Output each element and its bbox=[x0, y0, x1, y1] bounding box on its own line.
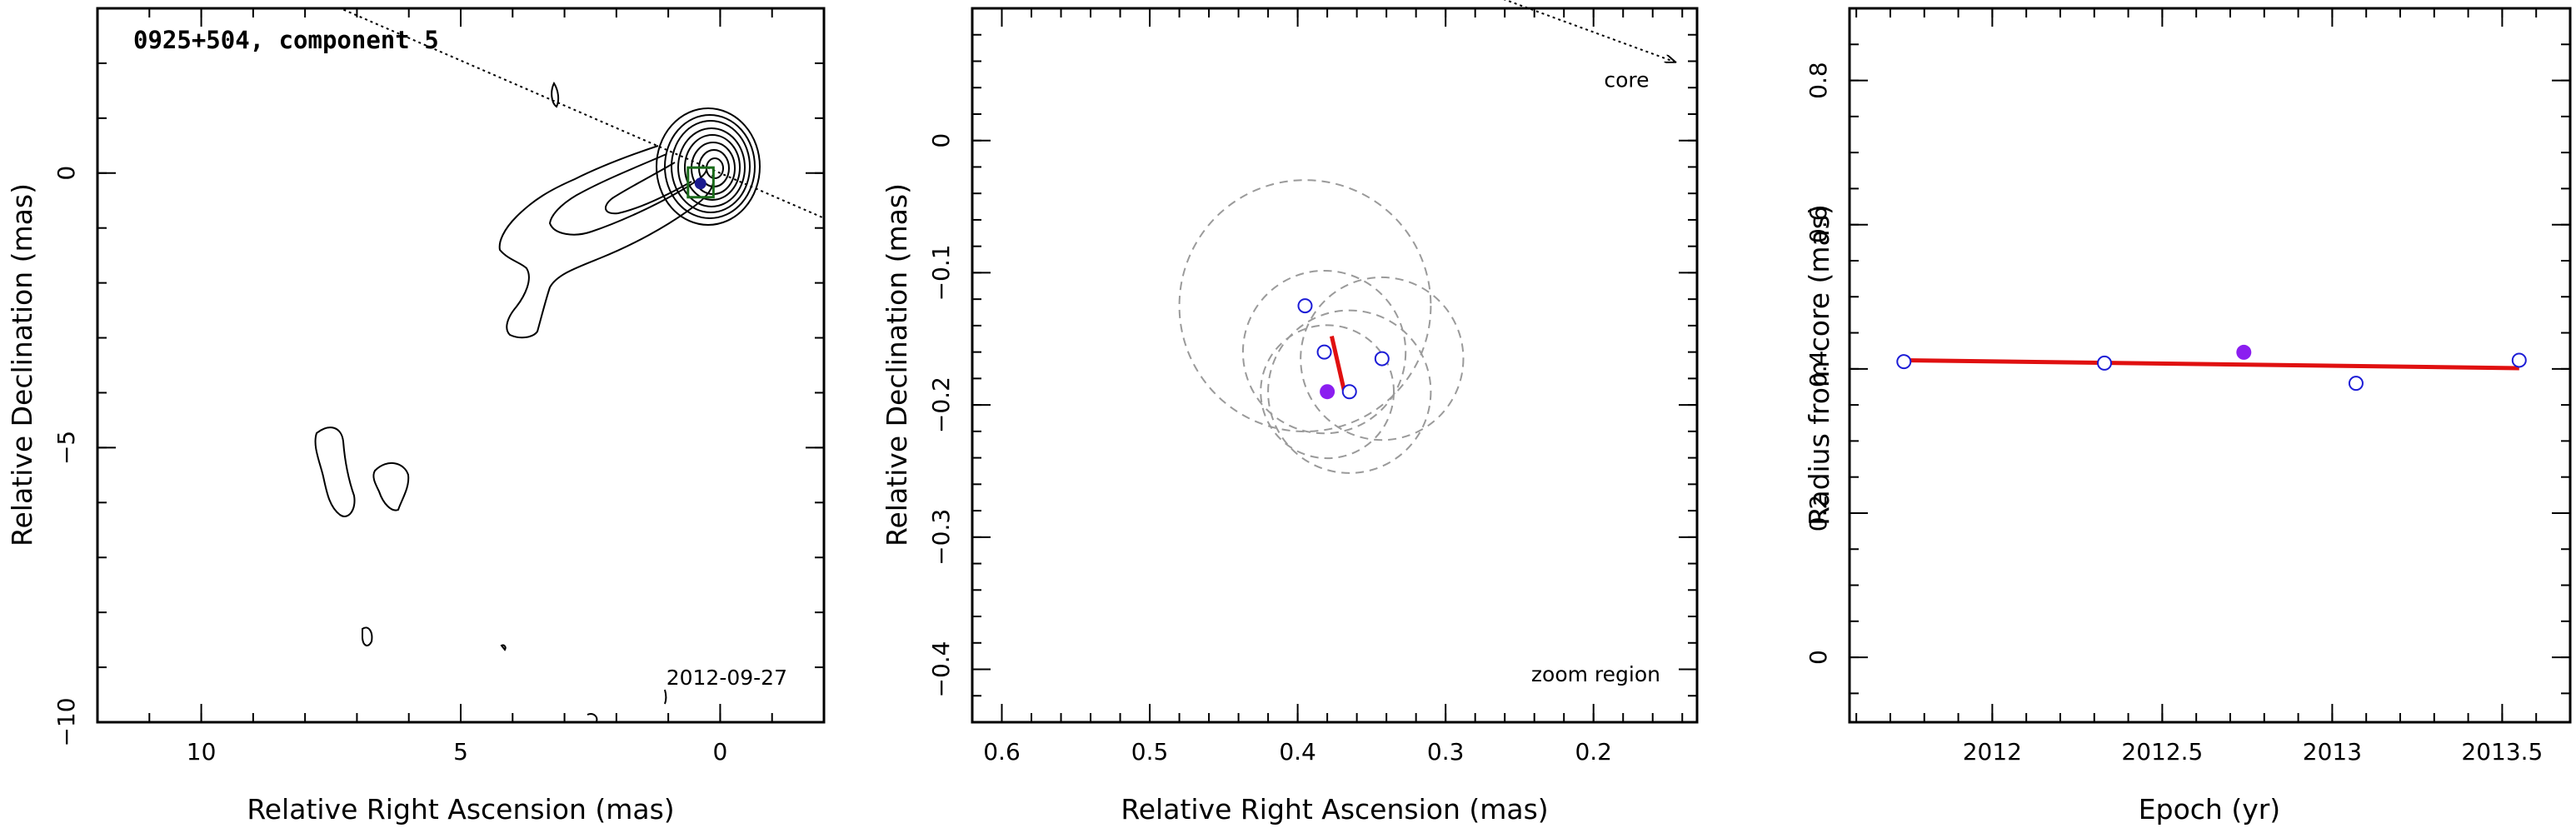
x-axis-label: Relative Right Ascension (mas) bbox=[1121, 793, 1548, 826]
y-tick-label: 0 bbox=[1805, 650, 1832, 665]
component-marker bbox=[694, 177, 706, 190]
radius-vs-epoch-panel: 2012 2012.5 2013 2013.5 0 0.2 0.4 0.6 0.8 Epoch… bbox=[1803, 7, 2572, 826]
x-tick-label: 0.2 bbox=[1575, 738, 1612, 766]
zoom-region-panel: core zoom region 0.6 0.5 0.4 0.3 0.2 0 −0.1 −0… bbox=[881, 0, 1699, 826]
open-data-point bbox=[1896, 354, 1912, 370]
y-tick-label: 0.4 bbox=[1805, 351, 1832, 388]
contour-lines bbox=[314, 81, 761, 722]
y-tick-label: 0.2 bbox=[1805, 495, 1832, 532]
x-tick-label: 5 bbox=[453, 738, 468, 766]
x-tick-label: 2013 bbox=[2303, 738, 2362, 766]
x-axis-label: Relative Right Ascension (mas) bbox=[247, 793, 674, 826]
open-data-point bbox=[2348, 376, 2364, 392]
x-tick-label: 2012.5 bbox=[2121, 738, 2203, 766]
x-tick-label: 0.6 bbox=[983, 738, 1021, 766]
data-points bbox=[1896, 344, 2527, 392]
y-axis-ticks: 0 −0.1 −0.2 −0.3 −0.4 bbox=[927, 7, 1697, 723]
fit-segment bbox=[1330, 336, 1347, 395]
data-points bbox=[1297, 298, 1390, 400]
y-axis-label: Radius from core (mas) bbox=[1803, 204, 1835, 526]
uncertainty-circle bbox=[1241, 269, 1407, 435]
zoom-region-label: zoom region bbox=[1531, 662, 1660, 686]
filled-data-point bbox=[1320, 384, 1335, 400]
open-data-point bbox=[1341, 384, 1357, 400]
y-tick-label: −10 bbox=[52, 697, 80, 746]
x-tick-label: 2013.5 bbox=[2461, 738, 2543, 766]
uncertainty-circle bbox=[1300, 276, 1465, 441]
x-axis-ticks: 0.6 0.5 0.4 0.3 0.2 bbox=[971, 8, 1684, 766]
y-axis-ticks: 0 −5 −10 bbox=[52, 7, 824, 747]
zoom-region-box bbox=[686, 166, 715, 199]
y-tick-label: −5 bbox=[52, 431, 80, 465]
open-data-point bbox=[2097, 355, 2113, 371]
filled-data-point bbox=[2236, 344, 2252, 360]
y-tick-label: −0.4 bbox=[927, 641, 955, 698]
open-data-point bbox=[1374, 351, 1390, 367]
core-arrow-label: core bbox=[1604, 67, 1649, 92]
x-tick-label: 0.5 bbox=[1131, 738, 1169, 766]
x-axis-label: Epoch (yr) bbox=[2139, 793, 2280, 826]
y-tick-label: 0.6 bbox=[1805, 206, 1832, 243]
plot-frame bbox=[1848, 7, 2572, 724]
y-axis-label: Relative Declination (mas) bbox=[881, 183, 913, 546]
jet-direction-line bbox=[338, 8, 824, 219]
y-tick-label: 0.8 bbox=[1805, 62, 1832, 99]
observation-date: 2012-09-27 bbox=[666, 666, 787, 690]
y-tick-label: −0.2 bbox=[927, 377, 955, 433]
open-data-point bbox=[1297, 298, 1313, 314]
chart-title: 0925+504, component 5 bbox=[133, 26, 439, 54]
uncertainty-circle bbox=[1267, 309, 1432, 474]
uncertainty-circles bbox=[1178, 179, 1465, 474]
x-tick-label: 2012 bbox=[1963, 738, 2022, 766]
y-axis-label: Relative Declination (mas) bbox=[6, 183, 38, 546]
fit-line bbox=[1904, 357, 2519, 371]
y-tick-label: 0 bbox=[52, 166, 80, 181]
x-tick-label: 0.3 bbox=[1427, 738, 1465, 766]
y-tick-label: 0 bbox=[927, 133, 955, 148]
y-axis-ticks: 0 0.2 0.4 0.6 0.8 bbox=[1805, 7, 2570, 695]
contour-map-panel: 10 5 0 0 −5 −10 0925+504, component 5 2012-0… bbox=[6, 7, 826, 826]
plot-frame bbox=[971, 7, 1699, 724]
x-tick-label: 10 bbox=[187, 738, 217, 766]
y-tick-label: −0.1 bbox=[927, 244, 955, 301]
open-data-point bbox=[2511, 352, 2527, 368]
x-tick-label: 0.4 bbox=[1279, 738, 1316, 766]
x-tick-label: 0 bbox=[713, 738, 728, 766]
x-axis-ticks: 10 5 0 bbox=[97, 8, 825, 766]
y-tick-label: −0.3 bbox=[927, 509, 955, 566]
x-axis-ticks: 2012 2012.5 2013 2013.5 bbox=[1855, 8, 2571, 766]
open-data-point bbox=[1316, 344, 1332, 360]
uncertainty-circle bbox=[1260, 324, 1395, 460]
